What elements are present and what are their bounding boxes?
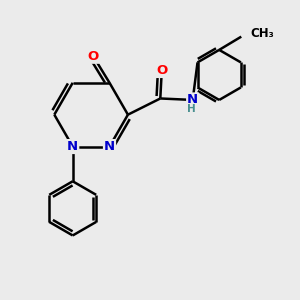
- Text: N: N: [67, 140, 78, 153]
- Text: N: N: [187, 93, 198, 106]
- Text: O: O: [156, 64, 167, 77]
- Text: N: N: [104, 140, 115, 153]
- Text: O: O: [88, 50, 99, 63]
- Text: CH₃: CH₃: [251, 27, 274, 40]
- Text: H: H: [187, 104, 195, 114]
